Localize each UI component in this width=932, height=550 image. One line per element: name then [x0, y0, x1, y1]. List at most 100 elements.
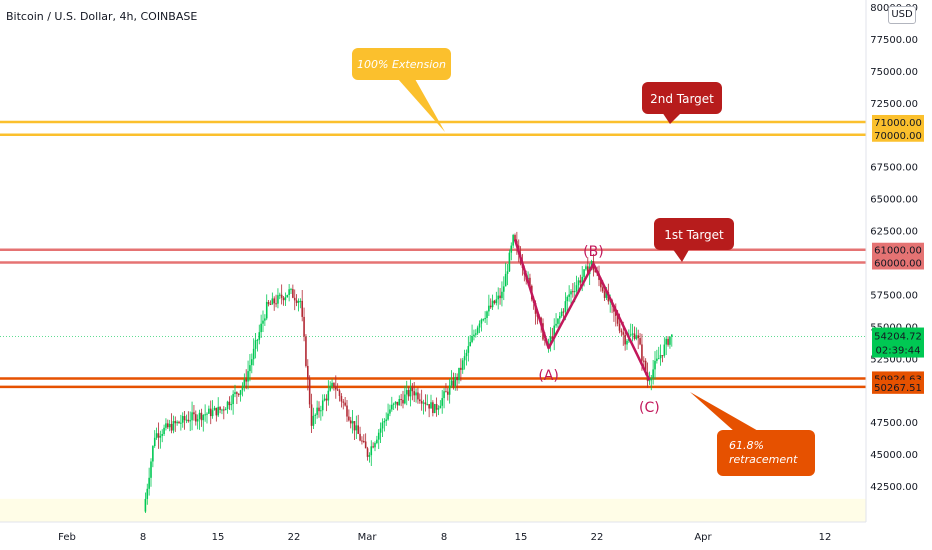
candle-body	[223, 409, 225, 411]
candle-body	[168, 423, 171, 428]
candle-body	[314, 414, 317, 416]
candle-body	[551, 336, 554, 339]
candle-body	[583, 269, 585, 277]
candle-body	[648, 380, 651, 382]
candle-body	[213, 407, 216, 411]
callout-2nd-target-box	[642, 82, 722, 114]
candle-body	[667, 338, 669, 345]
candle-body	[415, 392, 417, 396]
candle-body	[420, 401, 423, 404]
candle-body	[585, 266, 587, 270]
candle-body	[336, 389, 339, 391]
candle-body	[372, 446, 374, 448]
candle-body	[224, 409, 227, 411]
wave-label-c: (C)	[639, 400, 660, 416]
level-axis-badge-5	[872, 379, 924, 394]
candle-body	[208, 408, 210, 414]
candle-body	[219, 406, 221, 410]
candle-body	[297, 300, 300, 303]
candle-body	[153, 437, 156, 447]
candle-body	[277, 295, 279, 304]
candle-body	[377, 432, 380, 440]
candle-body	[572, 291, 574, 293]
candle-body	[316, 407, 318, 415]
candle-body	[433, 404, 436, 413]
candle-body	[635, 335, 638, 339]
candle-body	[251, 359, 253, 366]
candle-body	[469, 341, 471, 347]
callout-100-extension: 100% Extension	[352, 48, 451, 132]
candle-body	[209, 408, 212, 417]
candle-body	[325, 398, 328, 401]
candle-body	[368, 455, 371, 457]
currency-button[interactable]: USD	[888, 6, 916, 24]
candle-body	[163, 427, 165, 435]
candle-body	[394, 401, 397, 404]
candle-body	[387, 413, 389, 420]
candle-body	[549, 336, 552, 344]
candle-body	[404, 394, 406, 404]
candle-body	[454, 376, 457, 387]
candle-body	[280, 294, 283, 298]
candle-body	[437, 408, 440, 410]
candle-body	[295, 300, 298, 303]
candle-body	[211, 410, 214, 417]
x-tick-label: 22	[288, 532, 301, 543]
candle-body	[600, 279, 602, 288]
candle-body	[307, 365, 309, 380]
current-price-label: 54204.72	[874, 332, 922, 343]
candle-body	[376, 439, 378, 444]
candle-body	[590, 261, 593, 267]
candle-body	[176, 421, 178, 424]
candle-body	[236, 392, 238, 394]
candle-body	[656, 358, 658, 361]
candle-body	[239, 390, 242, 395]
candle-body	[396, 401, 399, 406]
candle-body	[292, 289, 294, 298]
candle-body	[529, 277, 531, 286]
candle-body	[467, 346, 470, 353]
candle-body	[178, 421, 180, 424]
candle-body	[560, 311, 563, 316]
candle-body	[504, 273, 507, 287]
candle-body	[407, 390, 410, 397]
candle-body	[391, 404, 393, 410]
candle-body	[249, 365, 251, 372]
candle-body	[265, 301, 268, 319]
candle-body	[620, 330, 623, 333]
y-tick-label: 67500.00	[870, 163, 918, 174]
candle-body	[553, 325, 555, 339]
x-tick-label: Feb	[58, 532, 76, 543]
candle-body	[364, 441, 367, 449]
candle-body	[312, 415, 315, 426]
candle-body	[293, 297, 296, 301]
candle-body	[432, 402, 434, 413]
candle-body	[234, 392, 236, 395]
y-tick-label: 47500.00	[870, 418, 918, 429]
candle-body	[264, 318, 266, 321]
candle-body	[644, 360, 647, 373]
candle-body	[185, 419, 188, 421]
level-axis-label-3: 60000.00	[874, 259, 922, 270]
price-axis-bg	[866, 0, 932, 550]
candle-body	[170, 423, 173, 431]
candle-body	[226, 401, 229, 410]
candle-body	[562, 311, 565, 313]
candle-body	[622, 332, 625, 335]
candle-body	[321, 400, 324, 411]
candle-body	[379, 428, 382, 433]
candle-body	[318, 407, 320, 412]
level-axis-label-2: 61000.00	[874, 246, 922, 257]
x-tick-label: Mar	[358, 532, 378, 543]
candle-body	[381, 422, 384, 429]
candle-body	[305, 336, 307, 366]
candle-body	[355, 425, 358, 431]
candle-body	[633, 333, 636, 339]
current-price-badge	[872, 327, 924, 358]
candle-body	[555, 323, 557, 326]
callout-1st-target-tail	[672, 248, 690, 262]
candle-body	[198, 412, 201, 419]
candle-body	[230, 404, 233, 406]
candle-body	[671, 334, 673, 337]
